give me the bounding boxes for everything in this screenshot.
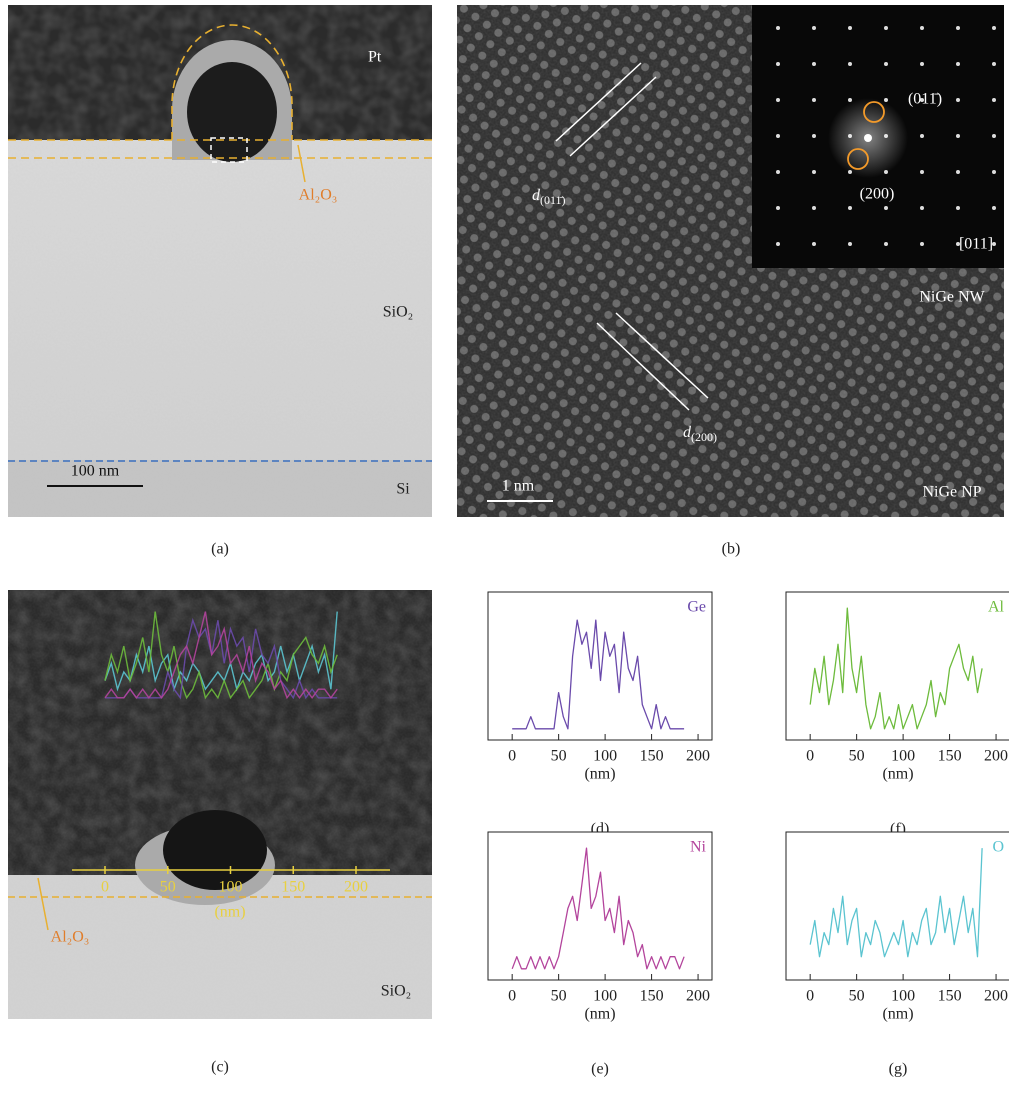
overlay-tick-label: 50 [160, 879, 176, 896]
zone-axis-label: [011] [959, 236, 993, 253]
d-index: (200) [691, 430, 717, 444]
x-tick-label: 50 [849, 988, 865, 1005]
x-axis-label: (nm) [882, 766, 913, 783]
label-np: NiGe NP [922, 484, 981, 501]
scale-bar-label: 1 nm [502, 478, 535, 495]
fft-spot-label: (200) [860, 186, 895, 203]
plot-frame [786, 832, 1009, 980]
panel-a-image [8, 5, 432, 517]
x-tick-label: 150 [640, 988, 664, 1005]
caption: (b) [722, 541, 741, 558]
label-sio2: SiO₂ [383, 304, 413, 321]
label-si: Si [396, 481, 410, 498]
label-nw: NiGe NW [919, 289, 985, 306]
x-tick-label: 50 [849, 748, 865, 765]
fft-spot-label: (011̄) [908, 91, 942, 108]
x-tick-label: 200 [686, 748, 710, 765]
x-tick-label: 0 [508, 988, 516, 1005]
x-tick-label: 0 [806, 748, 814, 765]
x-tick-label: 0 [508, 748, 516, 765]
element-label: Ge [687, 599, 706, 616]
label-pt: Pt [368, 49, 382, 66]
plot-frame [786, 592, 1009, 740]
x-tick-label: 150 [640, 748, 664, 765]
d-index: (011̄) [540, 193, 566, 207]
x-tick-label: 150 [938, 988, 962, 1005]
element-label: Al [988, 599, 1005, 616]
overlay-tick-label: 100 [219, 879, 243, 896]
caption: (a) [211, 541, 229, 558]
x-tick-label: 100 [891, 988, 915, 1005]
element-label: Ni [690, 839, 707, 856]
x-axis-label: (nm) [584, 766, 615, 783]
x-tick-label: 100 [891, 748, 915, 765]
caption: (c) [211, 1059, 229, 1076]
x-axis-label: (nm) [584, 1006, 615, 1023]
scale-bar-label: 100 nm [71, 463, 120, 480]
overlay-tick-label: 150 [281, 879, 305, 896]
x-tick-label: 200 [984, 748, 1008, 765]
overlay-tick-label: 200 [344, 879, 368, 896]
panel-c-image [8, 590, 432, 1019]
x-axis-label: (nm) [882, 1006, 913, 1023]
page: {"figure": { "panel_a": {"caption": "(a)… [0, 0, 1009, 1109]
overlay-tick-label: 0 [101, 879, 109, 896]
figure: Pt Al₂O₃ SiO₂ Si 100 nm (a) (011̄) (200)… [0, 0, 1009, 1109]
x-tick-label: 200 [984, 988, 1008, 1005]
element-label: O [992, 839, 1004, 856]
x-tick-label: 200 [686, 988, 710, 1005]
label-al2o3: Al₂O₃ [51, 929, 90, 946]
x-tick-label: 100 [593, 748, 617, 765]
panel-b-image [457, 5, 1004, 517]
x-tick-label: 50 [551, 748, 567, 765]
x-tick-label: 0 [806, 988, 814, 1005]
x-tick-label: 150 [938, 748, 962, 765]
label-sio2: SiO₂ [381, 983, 411, 1000]
overlay-axis-label: (nm) [214, 904, 245, 921]
caption: (g) [889, 1061, 908, 1078]
caption: (e) [591, 1061, 609, 1078]
plot-frame [488, 832, 712, 980]
x-tick-label: 50 [551, 988, 567, 1005]
label-al2o3: Al₂O₃ [299, 187, 338, 204]
x-tick-label: 100 [593, 988, 617, 1005]
